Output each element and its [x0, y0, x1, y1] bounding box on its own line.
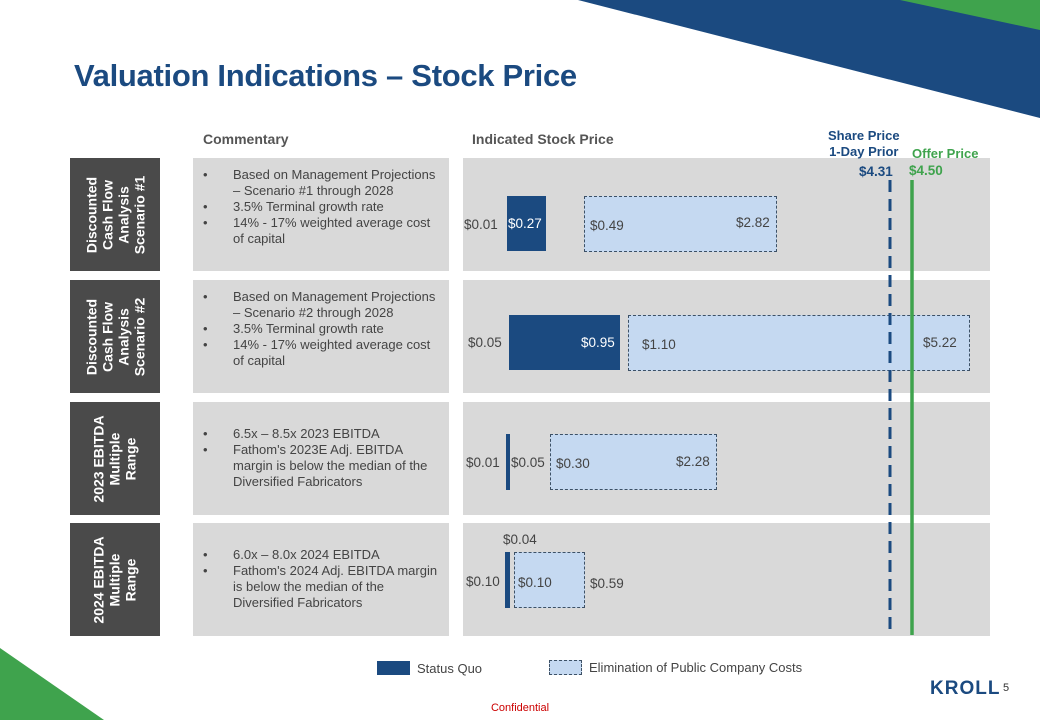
- commentary-box-dcf-2: Based on Management Projections – Scenar…: [193, 280, 449, 393]
- share-price-value: $4.31: [859, 164, 893, 179]
- label-elim-low-dcf-2: $1.10: [642, 337, 676, 352]
- legend-swatch-elimination: [549, 660, 582, 675]
- label-elim-high-ebitda-2024: $0.59: [590, 576, 624, 591]
- page-title: Valuation Indications – Stock Price: [74, 58, 577, 93]
- legend-label-status-quo: Status Quo: [417, 661, 483, 676]
- commentary-header: Commentary: [203, 131, 289, 147]
- share-price-label: Share Price 1-Day Prior: [828, 128, 900, 159]
- bar-elimination-ebitda-2024: [514, 552, 585, 608]
- commentary-bullet: 14% - 17% weighted average cost of capit…: [203, 215, 443, 247]
- label-sq-high-dcf-2: $0.95: [581, 335, 615, 350]
- row-label-text: 2023 EBITDA Multiple Range: [91, 414, 139, 503]
- commentary-bullet: 6.0x – 8.0x 2024 EBITDA: [203, 547, 443, 563]
- commentary-list: 6.5x – 8.5x 2023 EBITDA Fathom's 2023E A…: [203, 426, 443, 490]
- label-sq-low-dcf-2: $0.05: [468, 335, 502, 350]
- label-sq-high-dcf-1: $0.27: [508, 216, 542, 231]
- legend-label-elimination: Elimination of Public Company Costs: [589, 660, 803, 675]
- row-label-ebitda-2024: 2024 EBITDA Multiple Range: [70, 523, 160, 636]
- top-right-green-stripe: [900, 0, 1040, 30]
- legend-swatch-status-quo: [377, 661, 410, 675]
- row-label-ebitda-2023: 2023 EBITDA Multiple Range: [70, 402, 160, 515]
- commentary-list: 6.0x – 8.0x 2024 EBITDA Fathom's 2024 Ad…: [203, 547, 443, 611]
- label-sq-low-ebitda-2023: $0.01: [466, 455, 500, 470]
- label-sq-low-ebitda-2024: $0.10: [466, 574, 500, 589]
- row-label-dcf-2: Discounted Cash Flow Analysis Scenario #…: [70, 280, 160, 393]
- commentary-box-dcf-1: Based on Management Projections – Scenar…: [193, 158, 449, 271]
- top-right-navy-stripe: [578, 0, 1040, 118]
- label-sq-high-ebitda-2023: $0.05: [511, 455, 545, 470]
- reference-lines: [888, 180, 914, 635]
- row-label-text: 2024 EBITDA Multiple Range: [91, 535, 139, 624]
- indicated-price-header: Indicated Stock Price: [472, 131, 614, 147]
- commentary-bullet: Based on Management Projections – Scenar…: [203, 289, 443, 321]
- row-label-text: Discounted Cash Flow Analysis Scenario #…: [82, 175, 147, 254]
- commentary-box-ebitda-2023: 6.5x – 8.5x 2023 EBITDA Fathom's 2023E A…: [193, 402, 449, 515]
- commentary-bullet: 14% - 17% weighted average cost of capit…: [203, 337, 443, 369]
- confidential-label: Confidential: [490, 702, 550, 714]
- row-label-dcf-1: Discounted Cash Flow Analysis Scenario #…: [70, 158, 160, 271]
- bar-status-quo-ebitda-2023: [506, 434, 510, 490]
- offer-price-value: $4.50: [909, 163, 943, 178]
- commentary-bullet: 6.5x – 8.5x 2023 EBITDA: [203, 426, 443, 442]
- bar-elimination-dcf-1: [584, 196, 777, 252]
- bar-elimination-ebitda-2023: [550, 434, 717, 490]
- commentary-box-ebitda-2024: 6.0x – 8.0x 2024 EBITDA Fathom's 2024 Ad…: [193, 523, 449, 636]
- label-elim-high-dcf-2: $5.22: [923, 335, 957, 350]
- commentary-bullet: 3.5% Terminal growth rate: [203, 199, 443, 215]
- label-elim-low-dcf-1: $0.49: [590, 218, 624, 233]
- label-elim-low-ebitda-2024: $0.04: [503, 532, 537, 547]
- commentary-list: Based on Management Projections – Scenar…: [203, 289, 443, 369]
- bar-status-quo-ebitda-2024: [505, 552, 510, 608]
- bottom-left-green-triangle: [0, 648, 104, 720]
- label-sq-low-dcf-1: $0.01: [464, 217, 498, 232]
- commentary-bullet: 3.5% Terminal growth rate: [203, 321, 443, 337]
- row-label-text: Discounted Cash Flow Analysis Scenario #…: [82, 297, 147, 376]
- bar-status-quo-dcf-1: [507, 196, 546, 251]
- commentary-bullet: Based on Management Projections – Scenar…: [203, 167, 443, 199]
- kroll-logo: KROLL: [930, 678, 1001, 699]
- offer-price-label: Offer Price: [912, 146, 979, 161]
- commentary-bullet: Fathom's 2024 Adj. EBITDA margin is belo…: [203, 563, 443, 611]
- bar-status-quo-dcf-2: [509, 315, 620, 370]
- commentary-list: Based on Management Projections – Scenar…: [203, 167, 443, 247]
- commentary-bullet: Fathom's 2023E Adj. EBITDA margin is bel…: [203, 442, 443, 490]
- label-elim-high-ebitda-2023: $2.28: [676, 454, 710, 469]
- label-sq-high-ebitda-2024: $0.10: [518, 575, 552, 590]
- label-elim-low-ebitda-2023: $0.30: [556, 456, 590, 471]
- label-elim-high-dcf-1: $2.82: [736, 215, 770, 230]
- page-number: 5: [1003, 682, 1010, 694]
